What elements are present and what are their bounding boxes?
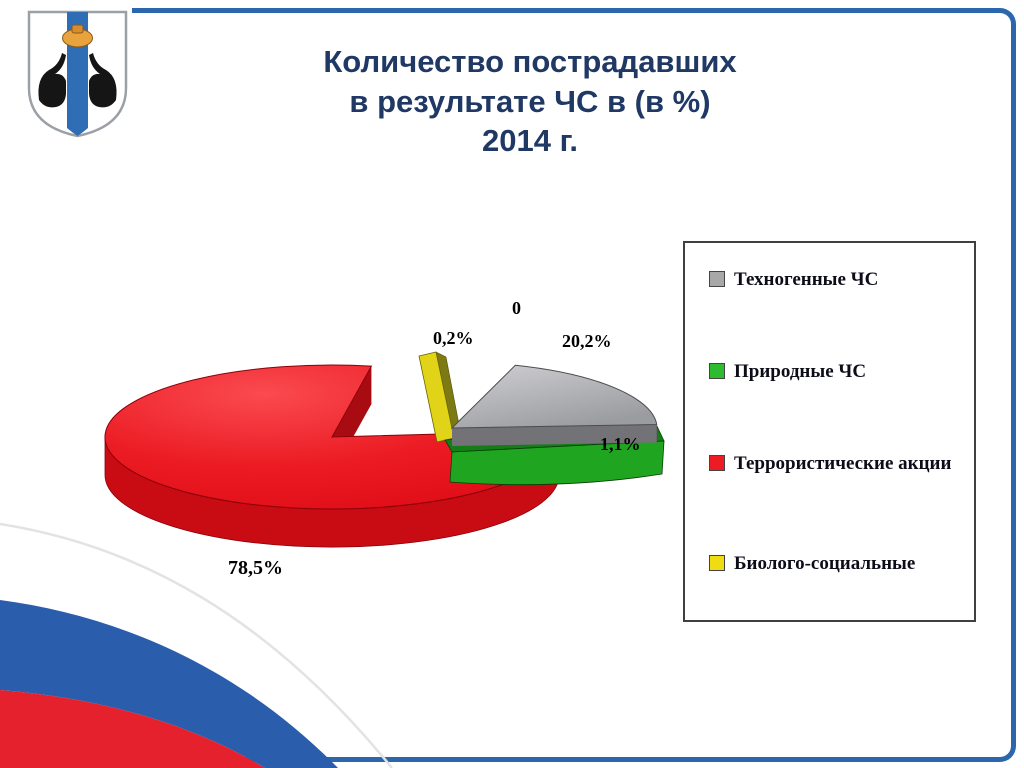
title-line-3: 2014 г.	[482, 123, 578, 159]
flag-white-stripe-edge	[0, 522, 393, 768]
sable-left-icon	[38, 53, 66, 108]
pie-slice-yellow	[418, 351, 462, 443]
title-line-1: Количество пострадавших	[323, 44, 737, 79]
russian-flag-ribbon	[0, 522, 393, 768]
sable-right-icon	[89, 53, 117, 108]
legend-item-biologo-socialnye: Биолого-социальные	[709, 551, 952, 577]
pie-label-red: 78,5%	[228, 557, 283, 579]
pie-label-zero: 0	[512, 298, 521, 318]
legend-item-tehnogennye: Техногенные ЧС	[709, 267, 952, 293]
legend-item-prirodnye: Природные ЧС	[709, 359, 952, 385]
legend-label: Техногенные ЧС	[734, 269, 879, 290]
legend-label: Террористические акции	[734, 453, 952, 474]
coat-of-arms	[27, 10, 128, 138]
legend-swatch-green-icon	[709, 363, 725, 379]
chart-legend: Техногенные ЧС Природные ЧС Террористиче…	[683, 241, 976, 622]
pie-label-green: 1,1%	[600, 434, 641, 454]
legend-label: Биолого-социальные	[734, 553, 916, 574]
legend-label: Природные ЧС	[734, 361, 867, 382]
flag-blue-stripe	[0, 600, 338, 768]
flag-red-stripe	[0, 690, 265, 768]
salt-cellar	[71, 24, 84, 34]
legend-swatch-gray-icon	[709, 271, 725, 287]
legend-swatch-yellow-icon	[709, 555, 725, 571]
title-line-2: в результате ЧС в (в %)	[349, 83, 711, 119]
page-title: Количество пострадавших в результате ЧС …	[160, 42, 900, 161]
pie-label-yellow: 0,2%	[433, 328, 474, 348]
legend-swatch-red-icon	[709, 455, 725, 471]
pie-label-gray: 20,2%	[562, 331, 612, 351]
legend-item-terroristicheskie: Террористические акции	[709, 451, 952, 477]
